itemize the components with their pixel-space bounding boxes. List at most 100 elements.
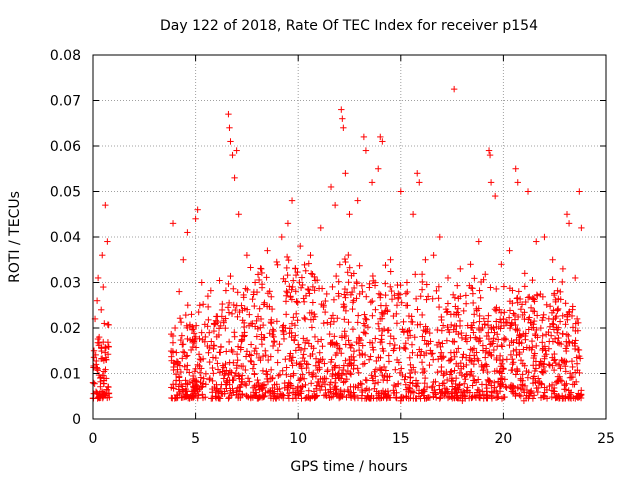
- data-point: [307, 316, 315, 323]
- data-point: [104, 339, 112, 346]
- data-point: [253, 333, 261, 340]
- data-point: [338, 375, 345, 382]
- data-point: [103, 386, 111, 394]
- data-point: [487, 340, 495, 348]
- data-point: [468, 284, 475, 292]
- data-point: [174, 359, 182, 367]
- data-point: [321, 308, 329, 316]
- data-point: [316, 349, 323, 356]
- data-point: [308, 324, 316, 331]
- data-point: [303, 364, 310, 372]
- data-point: [424, 293, 432, 300]
- data-point: [290, 370, 297, 377]
- data-point: [206, 376, 213, 383]
- data-point: [233, 350, 241, 358]
- data-point: [483, 332, 491, 340]
- data-point: [355, 369, 362, 376]
- data-point: [192, 344, 200, 351]
- data-point: [409, 349, 416, 356]
- data-point: [427, 347, 434, 354]
- data-point: [402, 345, 409, 353]
- data-point: [290, 314, 297, 321]
- data-point: [438, 316, 445, 324]
- data-point: [480, 395, 487, 402]
- data-point: [321, 360, 328, 367]
- data-point: [457, 293, 464, 300]
- data-point: [358, 395, 366, 402]
- data-point: [407, 361, 414, 369]
- data-point: [402, 290, 410, 297]
- data-point: [304, 361, 312, 368]
- data-point: [448, 321, 455, 329]
- data-point: [291, 391, 299, 398]
- data-point: [411, 368, 419, 376]
- data-point: [569, 303, 576, 310]
- data-point: [569, 373, 577, 381]
- data-point: [354, 319, 361, 326]
- data-point: [571, 345, 579, 353]
- data-point: [552, 298, 559, 306]
- data-point: [283, 292, 290, 299]
- data-point: [354, 312, 362, 319]
- data-point: [506, 298, 514, 305]
- data-point: [93, 365, 101, 373]
- data-point: [288, 357, 295, 365]
- data-point: [266, 288, 273, 295]
- data-point: [393, 302, 401, 309]
- data-point: [169, 381, 177, 388]
- data-point: [177, 368, 185, 376]
- data-point: [202, 381, 210, 388]
- data-point: [253, 381, 261, 389]
- data-point: [472, 379, 480, 386]
- data-point: [456, 317, 464, 325]
- data-point: [466, 356, 473, 364]
- data-point: [557, 365, 564, 372]
- data-point: [566, 339, 573, 347]
- data-point: [189, 372, 197, 380]
- data-point: [477, 278, 485, 286]
- data-point: [397, 281, 404, 289]
- data-point: [345, 337, 352, 344]
- data-point: [375, 320, 382, 327]
- data-point: [300, 298, 308, 306]
- data-point: [514, 325, 521, 333]
- data-point: [547, 332, 555, 339]
- data-point: [518, 339, 525, 347]
- data-point: [280, 392, 287, 399]
- data-point: [240, 291, 247, 299]
- data-point: [549, 354, 556, 361]
- data-point: [374, 379, 382, 386]
- data-point: [269, 326, 276, 333]
- data-point: [402, 373, 409, 380]
- data-point: [414, 306, 421, 313]
- data-point: [517, 356, 525, 364]
- data-point: [330, 296, 338, 303]
- data-point: [326, 381, 334, 389]
- data-point: [259, 352, 267, 360]
- data-point: [257, 315, 265, 323]
- data-point: [299, 383, 306, 390]
- data-point: [327, 358, 335, 366]
- data-point: [228, 346, 235, 354]
- data-point: [228, 369, 235, 376]
- data-point: [390, 347, 397, 354]
- data-point: [496, 316, 504, 323]
- data-point: [452, 385, 460, 392]
- data-point: [209, 364, 216, 372]
- data-point: [179, 386, 186, 393]
- data-point: [477, 337, 484, 345]
- data-point: [444, 300, 452, 307]
- data-point: [436, 395, 443, 402]
- data-point: [546, 382, 553, 390]
- data-point: [358, 380, 366, 388]
- data-point: [205, 316, 212, 324]
- data-point: [529, 276, 536, 284]
- grid: [93, 55, 606, 419]
- data-point: [458, 334, 466, 342]
- data-point: [266, 330, 273, 337]
- data-point: [350, 347, 358, 355]
- data-point: [283, 264, 290, 272]
- data-point: [274, 261, 281, 269]
- data-point: [246, 378, 253, 385]
- data-point: [227, 272, 234, 280]
